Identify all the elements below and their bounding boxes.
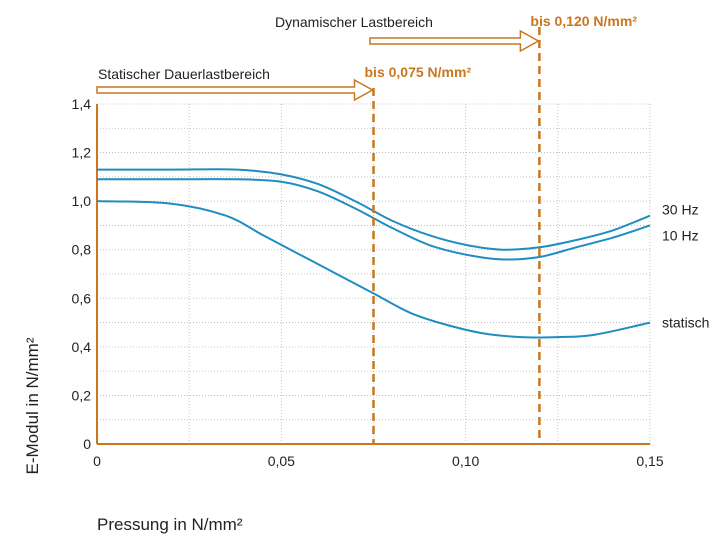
tick-labels: 0 0,2 0,4 0,6 0,8 1,0 1,2 1,4 0 0,05 0,10 0,15 xyxy=(72,96,664,469)
series: 30 Hz 10 Hz statisch xyxy=(96,168,709,339)
limit-2-value-label: bis 0,120 N/mm² xyxy=(530,13,637,29)
y-axis-title: E-Modul in N/mm² xyxy=(23,337,42,474)
limit-1-value-label: bis 0,075 N/mm² xyxy=(365,64,472,80)
series-label-10-hz: 10 Hz xyxy=(662,227,699,243)
x-axis-title: Pressung in N/mm² xyxy=(97,515,243,534)
x-tick-label: 0,10 xyxy=(452,453,479,469)
series-line-statisch xyxy=(96,200,651,339)
y-tick-label: 0,8 xyxy=(72,242,92,258)
series-line-30-hz xyxy=(96,168,651,251)
x-tick-label: 0,15 xyxy=(636,453,663,469)
y-tick-label: 1,2 xyxy=(72,145,92,161)
x-tick-label: 0,05 xyxy=(268,453,295,469)
y-tick-label: 1,4 xyxy=(72,96,92,112)
series-line-10-hz xyxy=(97,178,651,261)
limit-1-range-arrow xyxy=(96,78,375,102)
y-tick-label: 0,6 xyxy=(72,290,92,306)
x-tick-label: 0 xyxy=(93,453,101,469)
limit-2-range-arrow xyxy=(369,29,540,53)
y-tick-label: 1,0 xyxy=(72,193,92,209)
annotations: Statischer Dauerlastbereich bis 0,075 N/m… xyxy=(96,13,637,444)
y-tick-label: 0 xyxy=(83,436,91,452)
limit-2-range-label: Dynamischer Lastbereich xyxy=(275,14,433,30)
y-tick-label: 0,4 xyxy=(72,339,92,355)
y-tick-label: 0,2 xyxy=(72,387,92,403)
limit-1-range-label: Statischer Dauerlastbereich xyxy=(98,66,270,82)
series-label-30-hz: 30 Hz xyxy=(662,202,699,218)
series-label-statisch: statisch xyxy=(662,315,709,331)
